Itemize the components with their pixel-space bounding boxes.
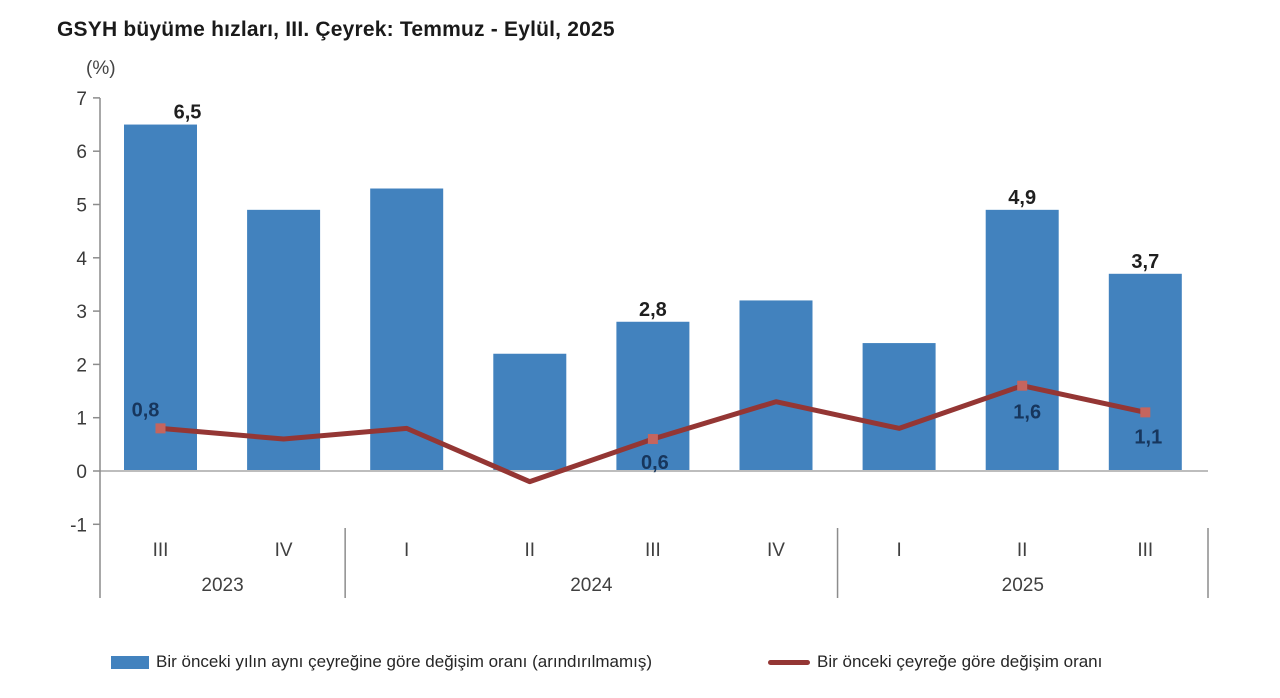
y-axis-unit-label: (%) [86, 58, 116, 79]
line-value-label: 1,1 [1134, 426, 1162, 448]
quarter-tick-label: IV [767, 540, 785, 561]
legend-item-bar-series: Bir önceki yılın aynı çeyreğine göre değ… [111, 648, 652, 676]
bar [862, 343, 936, 471]
line-value-label: 1,6 [1013, 402, 1041, 424]
quarter-tick-label: II [525, 540, 536, 561]
line-marker [1140, 407, 1151, 418]
line-value-label: 0,8 [132, 399, 160, 421]
y-axis-tick-label: 2 [76, 355, 87, 376]
quarter-tick-label: III [153, 540, 169, 561]
quarter-tick-label: IV [275, 540, 293, 561]
bar [124, 124, 197, 472]
legend: Bir önceki yılın aynı çeyreğine göre değ… [0, 648, 1280, 682]
line-marker [155, 423, 166, 434]
line-series-swatch-icon [768, 659, 810, 665]
quarter-tick-label: II [1017, 540, 1028, 561]
y-axis-tick-label: 7 [76, 89, 87, 110]
bar [985, 209, 1059, 471]
bar [493, 353, 567, 471]
line-marker [1017, 380, 1028, 391]
bar [1108, 273, 1182, 471]
y-axis-tick-label: 4 [76, 249, 87, 270]
line-value-label: 0,6 [641, 452, 669, 474]
y-axis-tick-label: 5 [76, 196, 87, 217]
line-marker [647, 434, 658, 445]
quarter-tick-label: III [1137, 540, 1153, 561]
y-axis-tick-label: -1 [70, 515, 87, 536]
legend-bar-series-label: Bir önceki yılın aynı çeyreğine göre değ… [156, 652, 653, 671]
year-label: 2025 [1002, 575, 1044, 596]
chart-title: GSYH büyüme hızları, III. Çeyrek: Temmuz… [57, 18, 615, 41]
bar-value-label: 2,8 [639, 299, 667, 321]
bar [370, 188, 444, 471]
bar-series-swatch-icon [111, 655, 149, 669]
year-label: 2024 [570, 575, 613, 596]
quarter-tick-label: III [645, 540, 661, 561]
y-axis-tick-label: 0 [76, 462, 87, 483]
bar-value-label: 4,9 [1008, 187, 1036, 209]
y-axis-tick-label: 6 [76, 142, 87, 163]
quarter-tick-label: I [404, 540, 409, 561]
quarter-tick-label: I [896, 540, 901, 561]
bar [739, 300, 813, 471]
y-axis-tick-label: 1 [76, 409, 87, 430]
legend-item-line-series: Bir önceki çeyreğe göre değişim oranı [768, 648, 1102, 676]
year-label: 2023 [201, 575, 243, 596]
bar-value-label: 6,5 [174, 102, 202, 124]
bar [247, 209, 321, 471]
bar-value-label: 3,7 [1131, 251, 1159, 273]
y-axis-tick-label: 3 [76, 302, 87, 323]
legend-line-series-label: Bir önceki çeyreğe göre değişim oranı [817, 652, 1103, 671]
